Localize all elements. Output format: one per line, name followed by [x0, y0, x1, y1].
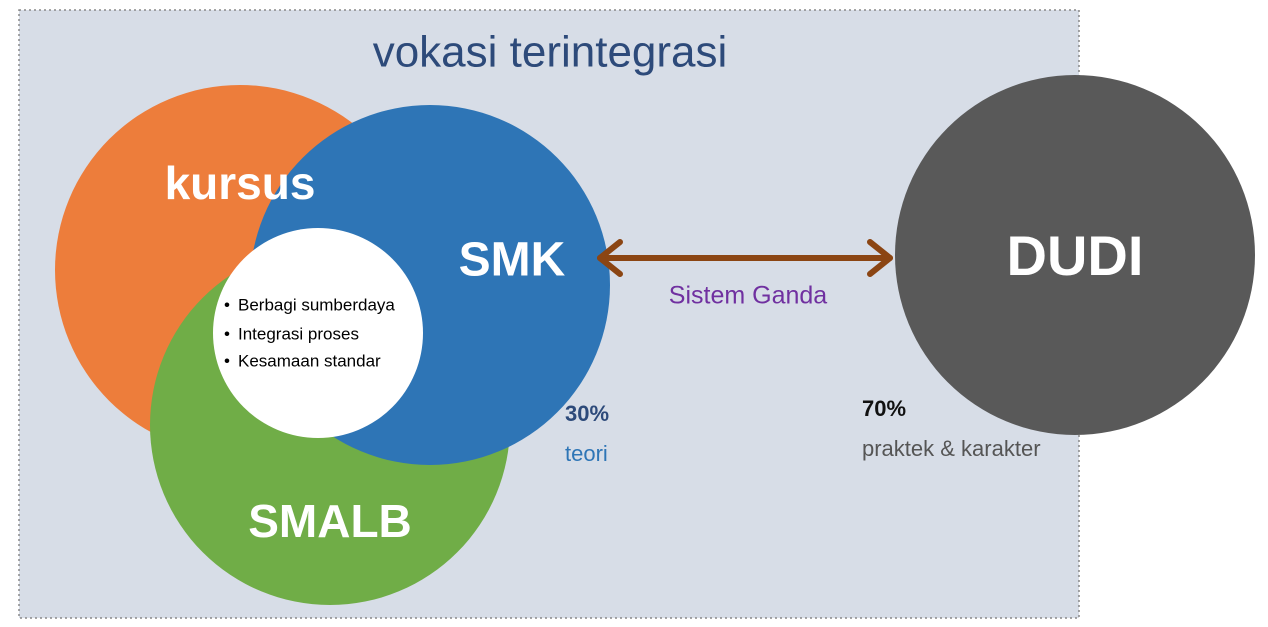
stat-value: 30%	[565, 401, 609, 426]
link-label: Sistem Ganda	[669, 282, 828, 310]
bullet-dot: •	[224, 295, 230, 314]
title: vokasi terintegrasi	[373, 28, 728, 77]
bullet: Integrasi proses	[238, 324, 359, 343]
bullet: Berbagi sumberdaya	[238, 295, 395, 314]
bullet-dot: •	[224, 351, 230, 370]
stat-label: praktek & karakter	[862, 436, 1041, 461]
bullet-dot: •	[224, 324, 230, 343]
stat-value: 70%	[862, 396, 906, 421]
circle-center	[213, 228, 423, 438]
label-smalb: SMALB	[248, 495, 412, 547]
label-dudi: DUDI	[1007, 224, 1144, 287]
label-kursus: kursus	[165, 157, 316, 209]
bullets: • Berbagi sumberdaya • Integrasi proses …	[224, 295, 395, 370]
circle-dudi	[895, 75, 1255, 435]
stat-label: teori	[565, 441, 608, 466]
bullet: Kesamaan standar	[238, 351, 381, 370]
arrow	[597, 239, 893, 277]
label-smk: SMK	[459, 234, 566, 287]
